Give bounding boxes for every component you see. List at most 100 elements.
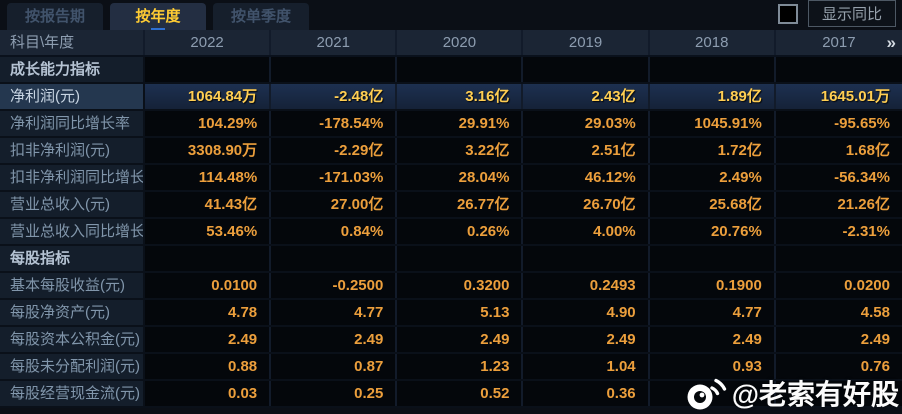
value-cell-2019: 2.49 xyxy=(523,327,650,352)
value-cell-2019: 0.36 xyxy=(523,381,650,406)
empty-cell xyxy=(649,57,776,82)
value-cell-2018 xyxy=(649,381,776,406)
table-body: 成长能力指标 净利润(元) 1064.84万 -2.48亿 3.16亿 2.43亿 1.89… xyxy=(0,57,902,408)
table-header: 科目\年度 2022 2021 2020 2019 2018 2017» xyxy=(0,30,902,57)
row-label: 扣非净利润(元) xyxy=(0,138,145,163)
value-cell-2017: 1645.01万 xyxy=(775,84,902,109)
table-row-s1-r0: 基本每股收益(元) 0.0100 -0.2500 0.3200 0.2493 0.1900… xyxy=(0,273,902,300)
value-cell-2017: 21.26亿 xyxy=(775,192,902,217)
table-row-s1-r4: 每股经营现金流(元) 0.03 0.25 0.52 0.36 xyxy=(0,381,902,408)
value-cell-2017: -56.34% xyxy=(775,165,902,190)
value-cell-2019: 2.51亿 xyxy=(523,138,650,163)
value-cell-2022: 41.43亿 xyxy=(145,192,272,217)
row-label: 扣非净利润同比增长率 xyxy=(0,165,145,190)
value-cell-2020: 26.77亿 xyxy=(397,192,524,217)
table-row-s0-r1: 净利润同比增长率 104.29% -178.54% 29.91% 29.03% 1045.… xyxy=(0,111,902,138)
row-label: 每股资本公积金(元) xyxy=(0,327,145,352)
value-cell-2021: 4.77 xyxy=(271,300,398,325)
empty-cell xyxy=(523,57,650,82)
more-years-icon[interactable]: » xyxy=(886,33,896,52)
year-header-2021: 2021 xyxy=(271,30,398,55)
table-row-s0-r5: 营业总收入同比增长率53.46%0.84%0.26%4.00%20.76%-2.… xyxy=(0,219,902,246)
value-cell-2022: 53.46% xyxy=(145,219,272,244)
value-cell-2020: 28.04% xyxy=(397,165,524,190)
value-cell-2017: -95.65% xyxy=(775,111,902,136)
year-header-2019: 2019 xyxy=(523,30,650,55)
value-cell-2020: 5.13 xyxy=(397,300,524,325)
value-cell-2022: 0.03 xyxy=(145,381,272,406)
value-cell-2017: 0.0200 xyxy=(775,273,902,298)
value-cell-2022: 0.88 xyxy=(145,354,272,379)
show-yoy-label[interactable]: 显示同比 xyxy=(807,0,896,27)
empty-cell xyxy=(145,246,272,271)
row-label: 每股净资产(元) xyxy=(0,300,145,325)
tab-2[interactable]: 按单季度 xyxy=(213,3,310,30)
value-cell-2021: 0.84% xyxy=(271,219,398,244)
value-cell-2017: -2.31% xyxy=(775,219,902,244)
year-header-2018: 2018 xyxy=(650,30,776,55)
value-cell-2022: 104.29% xyxy=(145,111,272,136)
table-row-s1-r1: 每股净资产(元) 4.78 4.77 5.13 4.90 4.77 4.58 xyxy=(0,300,902,327)
value-cell-2020: 3.22亿 xyxy=(397,138,524,163)
value-cell-2018: 0.1900 xyxy=(649,273,776,298)
value-cell-2018: 20.76% xyxy=(649,219,776,244)
value-cell-2021: -2.48亿 xyxy=(271,84,398,109)
row-label: 每股经营现金流(元) xyxy=(0,381,145,406)
value-cell-2020: 0.3200 xyxy=(397,273,524,298)
value-cell-2022: 2.49 xyxy=(145,327,272,352)
year-header-2022: 2022 xyxy=(145,30,272,55)
value-cell-2018: 1.89亿 xyxy=(649,84,776,109)
value-cell-2022: 1064.84万 xyxy=(145,84,272,109)
row-label: 净利润同比增长率 xyxy=(0,111,145,136)
section-row-0: 成长能力指标 xyxy=(0,57,902,84)
value-cell-2022: 4.78 xyxy=(145,300,272,325)
row-label: 营业总收入(元) xyxy=(0,192,145,217)
value-cell-2021: -178.54% xyxy=(271,111,398,136)
empty-cell xyxy=(271,246,398,271)
empty-cell xyxy=(145,57,272,82)
yoy-toolbar: 显示同比 xyxy=(777,0,902,30)
value-cell-2020: 3.16亿 xyxy=(397,84,524,109)
value-cell-2017: 0.76 xyxy=(775,354,902,379)
value-cell-2018: 2.49% xyxy=(649,165,776,190)
value-cell-2019: 4.90 xyxy=(523,300,650,325)
row-label: 净利润(元) xyxy=(0,84,145,109)
empty-cell xyxy=(649,246,776,271)
empty-cell xyxy=(271,57,398,82)
tab-bar: 按报告期 按年度 按单季度 显示同比 xyxy=(0,0,902,30)
value-cell-2019: 29.03% xyxy=(523,111,650,136)
value-cell-2022: 3308.90万 xyxy=(145,138,272,163)
value-cell-2021: 0.87 xyxy=(271,354,398,379)
value-cell-2018: 0.93 xyxy=(649,354,776,379)
tab-0[interactable]: 按报告期 xyxy=(7,3,104,30)
value-cell-2018: 4.77 xyxy=(649,300,776,325)
section-title: 成长能力指标 xyxy=(0,57,145,82)
year-header-2020: 2020 xyxy=(397,30,524,55)
value-cell-2018: 25.68亿 xyxy=(649,192,776,217)
table-row-s0-r3: 扣非净利润同比增长率114.48%-171.03%28.04%46.12%2.4… xyxy=(0,165,902,192)
value-cell-2022: 0.0100 xyxy=(145,273,272,298)
table-row-s0-r4: 营业总收入(元) 41.43亿 27.00亿 26.77亿 26.70亿 25.68亿 21… xyxy=(0,192,902,219)
row-label: 营业总收入同比增长率 xyxy=(0,219,145,244)
empty-cell xyxy=(775,57,902,82)
empty-cell xyxy=(397,57,524,82)
value-cell-2022: 114.48% xyxy=(145,165,272,190)
value-cell-2017 xyxy=(775,381,902,406)
value-cell-2021: -2.29亿 xyxy=(271,138,398,163)
empty-cell xyxy=(775,246,902,271)
table-row-s0-r0: 净利润(元) 1064.84万 -2.48亿 3.16亿 2.43亿 1.89亿 1645.… xyxy=(0,84,902,111)
value-cell-2019: 46.12% xyxy=(523,165,650,190)
table-row-s0-r2: 扣非净利润(元) 3308.90万 -2.29亿 3.22亿 2.51亿 1.72亿 1.6… xyxy=(0,138,902,165)
row-label: 基本每股收益(元) xyxy=(0,273,145,298)
value-cell-2019: 2.43亿 xyxy=(523,84,650,109)
value-cell-2020: 0.52 xyxy=(397,381,524,406)
show-yoy-checkbox[interactable] xyxy=(777,3,798,24)
section-title: 每股指标 xyxy=(0,246,145,271)
value-cell-2017: 2.49 xyxy=(775,327,902,352)
value-cell-2018: 1045.91% xyxy=(649,111,776,136)
value-cell-2020: 2.49 xyxy=(397,327,524,352)
tab-1-active[interactable]: 按年度 xyxy=(110,3,207,30)
value-cell-2021: 2.49 xyxy=(271,327,398,352)
value-cell-2021: 27.00亿 xyxy=(271,192,398,217)
